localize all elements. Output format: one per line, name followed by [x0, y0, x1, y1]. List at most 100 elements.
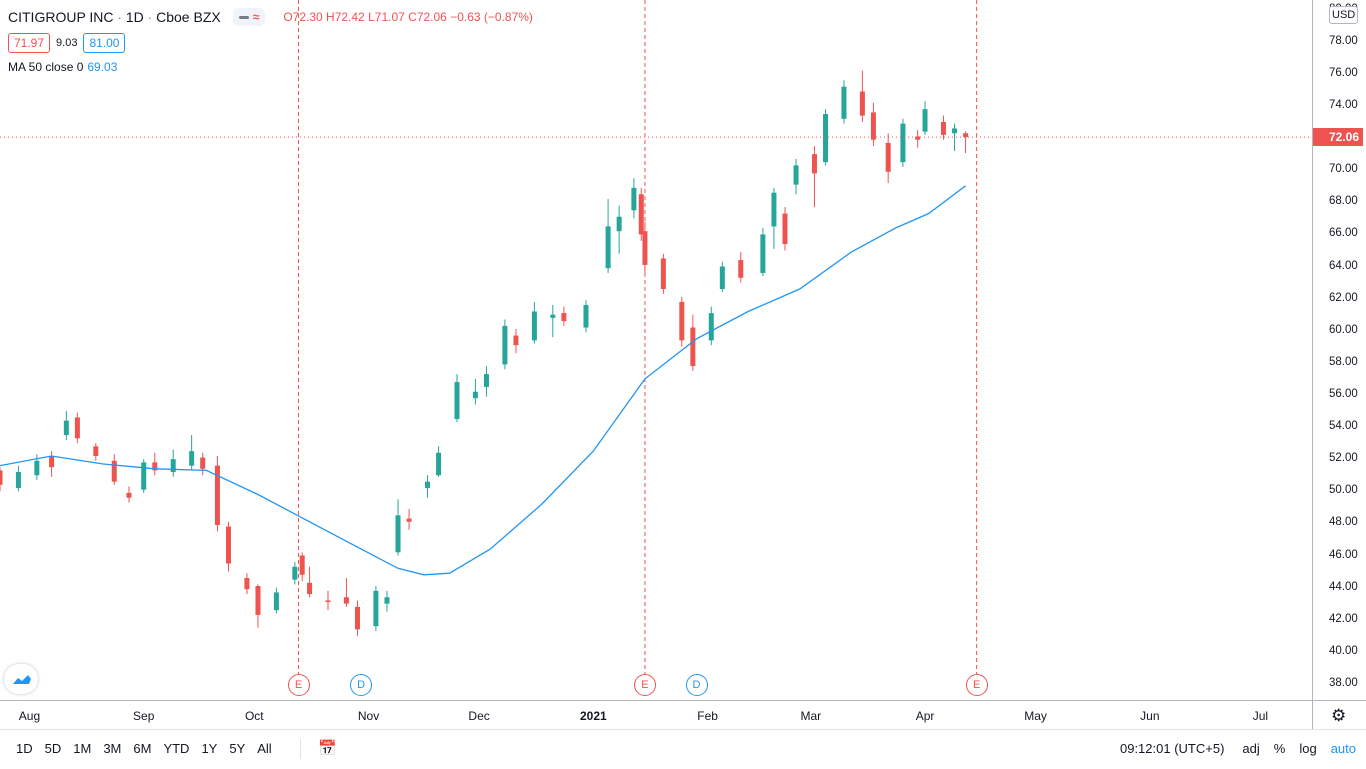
candle[interactable] [74, 412, 80, 444]
candle[interactable] [531, 301, 537, 344]
candle[interactable] [152, 452, 158, 476]
candle[interactable] [642, 221, 648, 275]
range-button-all[interactable]: All [257, 741, 272, 756]
candle[interactable] [583, 300, 589, 333]
ma-label: MA 50 close 0 [8, 60, 84, 74]
candle[interactable] [299, 552, 305, 582]
candle[interactable] [811, 146, 817, 208]
candle[interactable] [111, 454, 117, 485]
candle[interactable] [343, 577, 349, 607]
candle[interactable] [214, 455, 220, 532]
candle[interactable] [373, 586, 379, 631]
candle[interactable] [384, 590, 390, 612]
candle[interactable] [436, 446, 442, 477]
clock-time[interactable]: 09:12:01 (UTC+5) [1119, 741, 1225, 756]
candle[interactable] [823, 109, 829, 166]
candle[interactable] [395, 499, 401, 556]
candle[interactable] [771, 187, 777, 249]
candle[interactable] [631, 178, 637, 219]
candle[interactable] [690, 314, 696, 371]
gear-icon[interactable]: ⚙ [1331, 706, 1347, 725]
earnings-marker[interactable]: E [287, 674, 310, 696]
time-axis[interactable]: Aug Sep Oct Nov Dec 2021 Feb Mar Apr May Jun Jul [0, 700, 1312, 730]
candle[interactable] [760, 227, 766, 277]
range-button-1y[interactable]: 1Y [201, 741, 218, 756]
range-button-1m[interactable]: 1M [73, 741, 92, 756]
candle[interactable] [513, 329, 519, 354]
candle[interactable] [189, 435, 195, 471]
candle[interactable] [616, 205, 622, 254]
range-button-5y[interactable]: 5Y [229, 741, 246, 756]
candle[interactable] [15, 465, 21, 492]
candle[interactable] [273, 587, 279, 614]
candle[interactable] [170, 449, 176, 477]
dividend-marker[interactable]: D [350, 674, 373, 696]
candle[interactable] [225, 521, 231, 572]
price-axis[interactable]: 80.0078.0076.0074.0072.0070.0068.0066.00… [1312, 0, 1366, 700]
candle[interactable] [859, 70, 865, 123]
candle[interactable] [885, 133, 891, 184]
candle[interactable] [915, 130, 921, 148]
candle[interactable] [660, 253, 666, 294]
range-button-1d[interactable]: 1D [16, 741, 33, 756]
log-toggle[interactable]: log [1299, 741, 1317, 756]
range-button-3m[interactable]: 3M [103, 741, 122, 756]
candle[interactable] [93, 443, 99, 461]
candle[interactable] [0, 467, 3, 492]
candle[interactable] [782, 207, 788, 251]
currency-button[interactable]: USD [1329, 6, 1359, 24]
candle[interactable] [793, 158, 799, 195]
candle[interactable] [141, 459, 147, 493]
candle[interactable] [472, 378, 478, 405]
candle[interactable] [605, 199, 611, 273]
candle[interactable] [292, 561, 298, 585]
candle[interactable] [963, 131, 969, 154]
candle[interactable] [126, 486, 132, 503]
candle[interactable] [679, 297, 685, 347]
candle[interactable] [952, 123, 958, 151]
candle[interactable] [719, 261, 725, 293]
candle[interactable] [454, 374, 460, 423]
candle[interactable] [255, 584, 261, 628]
calendar-range-icon[interactable]: 📅 [318, 740, 337, 757]
candle[interactable] [708, 306, 714, 346]
bid-price-button[interactable]: 71.97 [8, 33, 51, 53]
earnings-marker[interactable]: E [633, 674, 656, 696]
range-button-6m[interactable]: 6M [133, 741, 152, 756]
candle[interactable] [483, 366, 489, 397]
legend-toggle-pill[interactable]: ≈ [232, 8, 266, 26]
candle[interactable] [406, 508, 412, 530]
candle[interactable] [325, 590, 331, 611]
candle[interactable] [425, 475, 431, 498]
candle[interactable] [841, 80, 847, 124]
candle[interactable] [49, 451, 55, 477]
candle[interactable] [244, 573, 250, 595]
candle[interactable] [638, 187, 644, 241]
tradingview-logo[interactable] [4, 664, 38, 694]
candle[interactable] [200, 452, 206, 476]
candle[interactable] [870, 102, 876, 147]
candle[interactable] [307, 566, 313, 598]
ma-legend[interactable]: MA 50 close 0 69.03 [8, 60, 533, 74]
range-button-5d[interactable]: 5D [44, 741, 62, 756]
candle[interactable] [502, 319, 508, 370]
candle[interactable] [738, 252, 744, 283]
candle[interactable] [900, 118, 906, 167]
candle[interactable] [940, 115, 946, 140]
auto-toggle[interactable]: auto [1330, 741, 1356, 756]
adj-toggle[interactable]: adj [1242, 741, 1260, 756]
candle[interactable] [63, 411, 69, 440]
interval-label[interactable]: 1D [125, 9, 144, 25]
ask-price-button[interactable]: 81.00 [83, 33, 126, 53]
range-button-ytd[interactable]: YTD [163, 741, 190, 756]
candle[interactable] [354, 600, 360, 636]
candle[interactable] [550, 305, 556, 338]
symbol-title[interactable]: CITIGROUP INC [8, 9, 114, 25]
earnings-marker[interactable]: E [965, 674, 988, 696]
candle[interactable] [922, 101, 928, 135]
candle[interactable] [561, 306, 567, 326]
dividend-marker[interactable]: D [685, 674, 708, 696]
price-chart[interactable] [0, 0, 1312, 700]
percent-toggle[interactable]: % [1273, 741, 1286, 756]
